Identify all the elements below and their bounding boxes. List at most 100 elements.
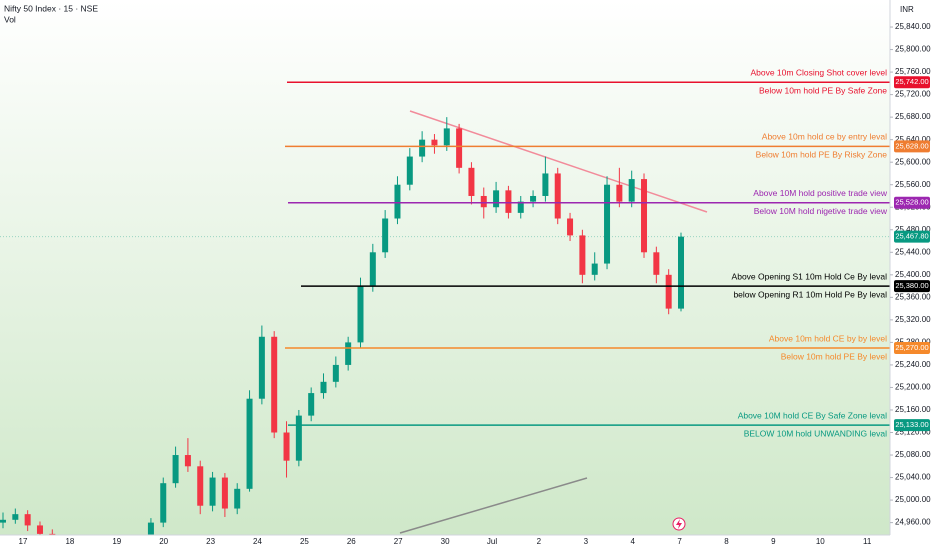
y-tick-label: 25,440.00 — [895, 247, 931, 256]
candle-body — [505, 190, 512, 213]
level-label-above: Above 10M hold positive trade view — [753, 188, 888, 198]
level-label-above: Above Opening S1 10m Hold Ce By leval — [732, 271, 888, 281]
x-tick-label: 7 — [677, 537, 682, 546]
price-tag — [894, 140, 930, 153]
y-tick-label: 25,560.00 — [895, 180, 931, 189]
candle-body — [591, 263, 598, 275]
x-tick-label: 3 — [584, 537, 589, 546]
price-tag — [894, 230, 930, 243]
candle-body — [271, 336, 278, 433]
y-tick-label: 25,360.00 — [895, 292, 931, 301]
candle-body — [258, 336, 265, 399]
candle-body — [517, 201, 524, 213]
candle-body — [554, 173, 561, 219]
y-tick-label: 24,960.00 — [895, 518, 931, 527]
x-tick-label: 19 — [112, 537, 121, 546]
candle-body — [419, 139, 426, 157]
candle-body — [431, 139, 438, 146]
candle-body — [209, 477, 216, 506]
candle-body — [480, 195, 487, 208]
price-tag-label: 25,528.00 — [895, 198, 928, 207]
y-tick-label: 25,480.00 — [895, 225, 931, 234]
y-tick-label: 25,600.00 — [895, 157, 931, 166]
candle-body — [320, 381, 327, 394]
candle-body — [628, 179, 635, 202]
candle-body — [308, 393, 315, 416]
candle-body — [295, 415, 302, 461]
time-axis — [0, 535, 890, 550]
y-tick-label: 25,280.00 — [895, 338, 931, 347]
candle-body — [369, 252, 376, 287]
y-tick-label: 25,640.00 — [895, 135, 931, 144]
x-tick-label: 11 — [863, 537, 872, 546]
level-label-below: Below 10m hold PE By Risky Zone — [756, 150, 888, 160]
price-tag-label: 25,467.80 — [895, 232, 928, 241]
price-tag-label: 25,380.00 — [895, 281, 928, 290]
y-tick-label: 25,120.00 — [895, 428, 931, 437]
candle-body — [406, 156, 413, 185]
level-label-below: Below 10M hold nigetive trade view — [754, 206, 888, 216]
chart-title: Nifty 50 Index · 15 · NSE — [4, 3, 98, 13]
candle-body — [246, 398, 253, 489]
y-tick-label: 25,840.00 — [895, 22, 931, 31]
level-label-below: BELOW 10M hold UNWANDING leval — [744, 428, 887, 438]
y-tick-label: 25,800.00 — [895, 45, 931, 54]
price-tag — [894, 76, 930, 89]
x-tick-label: 20 — [159, 537, 168, 546]
trend-line — [399, 477, 588, 534]
candle-body — [616, 184, 623, 202]
candle-body — [147, 522, 154, 535]
candle-body — [332, 364, 339, 382]
x-tick-label: 27 — [394, 537, 403, 546]
level-label-above: Above 10m hold ce by entry leval — [762, 132, 887, 142]
x-tick-label: 8 — [724, 537, 729, 546]
candle-body — [345, 342, 352, 365]
price-tag — [894, 196, 930, 209]
y-tick-label: 25,040.00 — [895, 473, 931, 482]
candle-body — [468, 167, 475, 196]
candle-body — [24, 514, 31, 526]
candle-body — [221, 477, 228, 509]
candle-body — [678, 236, 684, 309]
x-tick-label: 24 — [253, 537, 262, 546]
plot-background — [0, 0, 890, 535]
price-tag-label: 25,133.00 — [895, 420, 928, 429]
y-tick-label: 25,240.00 — [895, 360, 931, 369]
candle-body — [160, 483, 167, 523]
level-label-above: Above 10m Closing Shot cover level — [750, 67, 887, 77]
candle-body — [579, 235, 586, 275]
candle-body — [283, 432, 290, 461]
currency-label: INR — [900, 5, 914, 14]
candle-body — [12, 514, 19, 520]
y-tick-label: 25,760.00 — [895, 67, 931, 76]
y-tick-label: 25,400.00 — [895, 270, 931, 279]
price-tag — [894, 280, 930, 293]
level-label-below: below Opening R1 10m Hold Pe By leval — [733, 289, 887, 299]
x-tick-label: Jul — [487, 537, 497, 546]
price-tag-label: 25,742.00 — [895, 77, 928, 86]
x-tick-label: 10 — [816, 537, 825, 546]
y-tick-label: 25,160.00 — [895, 405, 931, 414]
chart-subtitle: Vol — [4, 14, 16, 24]
candle-body — [36, 525, 43, 534]
x-tick-label: 9 — [771, 537, 776, 546]
candle-body — [493, 190, 500, 208]
candle-body — [641, 179, 648, 253]
y-tick-label: 25,720.00 — [895, 90, 931, 99]
candle-body — [665, 274, 672, 309]
price-tag — [894, 342, 930, 355]
price-tag-label: 25,270.00 — [895, 343, 928, 352]
candle-body — [394, 184, 401, 219]
price-tag — [894, 419, 930, 432]
candle-body — [234, 488, 241, 509]
x-tick-label: 2 — [537, 537, 542, 546]
y-tick-label: 25,200.00 — [895, 383, 931, 392]
candle-body — [184, 455, 191, 467]
candle-body — [653, 252, 660, 275]
x-tick-label: 23 — [206, 537, 215, 546]
flash-icon[interactable] — [672, 517, 686, 531]
y-tick-label: 25,080.00 — [895, 450, 931, 459]
candle-body — [542, 173, 549, 196]
level-label-above: Above 10m hold CE by by level — [769, 333, 887, 343]
